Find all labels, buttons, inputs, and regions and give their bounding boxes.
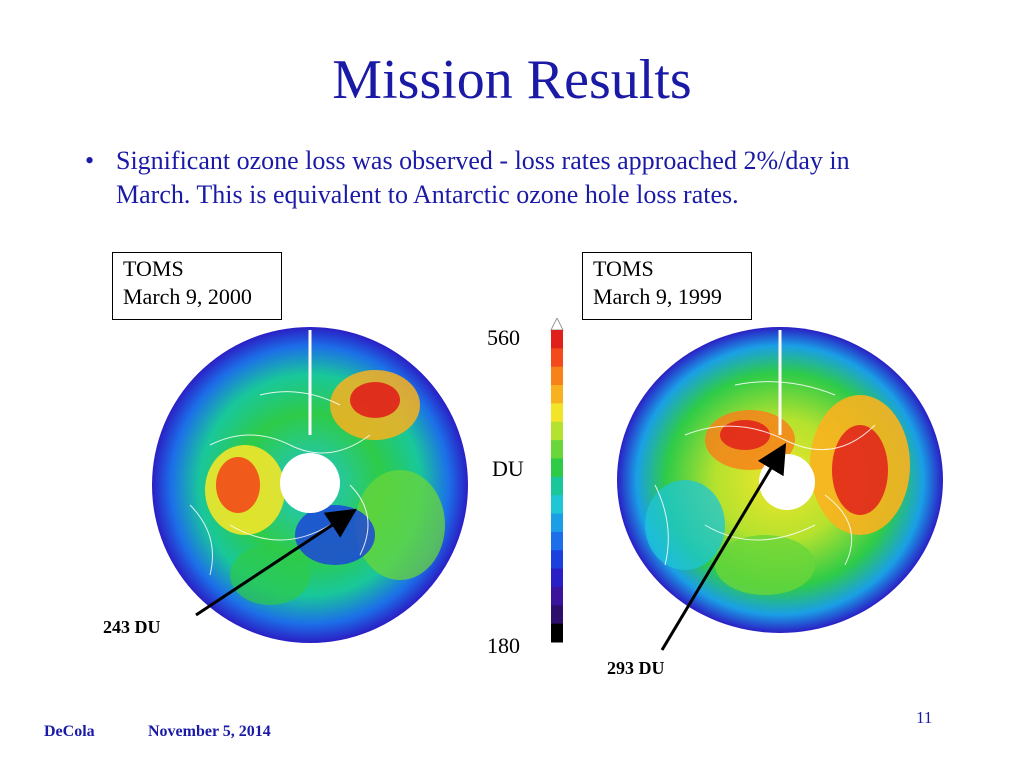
scale-swatch xyxy=(551,586,563,606)
scale-max-label: 560 xyxy=(487,325,520,350)
page-number: 11 xyxy=(916,708,933,727)
scale-swatch xyxy=(551,531,563,551)
map-label-1999-source: TOMS xyxy=(593,256,654,281)
scale-swatch xyxy=(551,330,563,349)
bullet-text: Significant ozone loss was observed - lo… xyxy=(116,146,850,209)
scale-swatch xyxy=(551,440,563,459)
scale-swatch xyxy=(551,421,563,441)
scale-swatch xyxy=(551,513,563,533)
pointer-arrow-2000 xyxy=(195,508,358,617)
scale-swatch xyxy=(551,495,563,515)
scale-swatch xyxy=(551,366,563,386)
scale-swatch xyxy=(551,568,563,588)
bullet-glyph: • xyxy=(85,146,95,175)
scale-swatch xyxy=(551,403,563,423)
map-label-2000: TOMS March 9, 2000 xyxy=(112,252,282,320)
scale-swatch xyxy=(551,385,563,404)
ozone-map-1999 xyxy=(617,327,943,633)
scale-swatch xyxy=(551,605,563,625)
scale-unit-label: DU xyxy=(492,456,524,481)
scale-swatch xyxy=(551,623,563,643)
scale-min-label: 180 xyxy=(487,633,520,658)
slide-title: Mission Results xyxy=(332,49,692,111)
scale-swatch xyxy=(551,550,563,570)
footer-date: November 5, 2014 xyxy=(148,723,271,740)
footer-author: DeCola xyxy=(44,723,95,740)
map-label-2000-source: TOMS xyxy=(123,256,184,281)
map-label-1999: TOMS March 9, 1999 xyxy=(582,252,752,320)
ozone-color-scale xyxy=(550,318,564,643)
pointer-label-1999: 293 DU xyxy=(607,658,665,678)
scale-swatch xyxy=(551,476,563,496)
scale-swatch xyxy=(551,348,563,368)
map-label-2000-date: March 9, 2000 xyxy=(123,284,252,309)
pointer-label-2000: 243 DU xyxy=(103,617,161,637)
ozone-map-2000 xyxy=(152,327,468,643)
scale-swatch xyxy=(551,458,563,478)
map-label-1999-date: March 9, 1999 xyxy=(593,284,722,309)
pointer-arrow-1999 xyxy=(660,442,787,651)
